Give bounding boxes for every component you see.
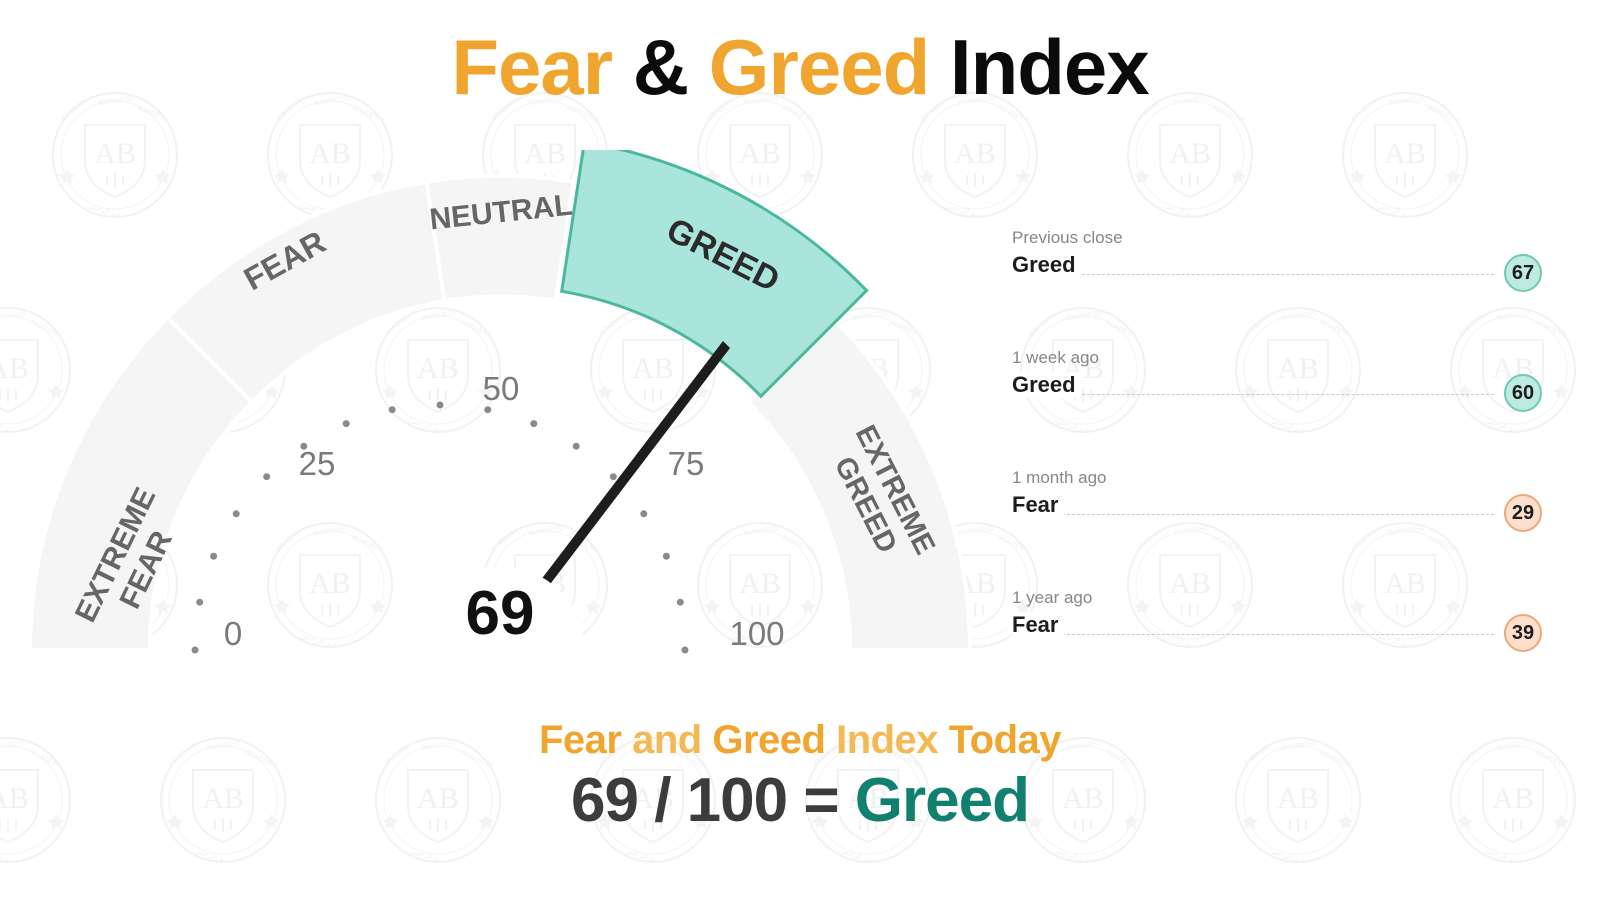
history-row-one-week: 1 week ago Greed 60: [1012, 348, 1542, 428]
history-sentiment-label: Fear: [1012, 492, 1065, 518]
history-when: Previous close: [1012, 228, 1123, 247]
history-panel: Previous close Greed 67 1 week ago Greed…: [1012, 228, 1542, 708]
footer-word-and: and: [632, 718, 702, 762]
page-title: Fear & Greed Index: [0, 22, 1600, 113]
history-row-previous-close: Previous close Greed 67: [1012, 228, 1542, 308]
title-word-index: Index: [949, 23, 1150, 111]
footer-word-index: Index: [836, 718, 939, 762]
footer-score-line: 69 / 100 = Greed: [0, 766, 1600, 836]
history-dotted-leader: [1012, 634, 1494, 635]
footer-verdict: Greed: [854, 766, 1030, 835]
history-value-badge[interactable]: 39: [1504, 614, 1542, 652]
footer-score: 69: [570, 766, 639, 835]
footer-slash: /: [654, 766, 671, 835]
history-sentiment-label: Greed: [1012, 252, 1082, 278]
title-word-greed: Greed: [708, 23, 930, 111]
history-when: 1 year ago: [1012, 588, 1093, 607]
gauge-tick-75: 75: [668, 445, 705, 482]
gauge-tick-100: 100: [729, 615, 784, 652]
history-dotted-leader: [1012, 274, 1494, 275]
history-value-badge[interactable]: 29: [1504, 494, 1542, 532]
footer-word-today: Today: [948, 718, 1062, 762]
history-sentiment-label: Greed: [1012, 372, 1082, 398]
footer-total: 100: [686, 766, 788, 835]
gauge-svg: EXTREME FEAR FEAR NEUTRAL GREED EXTREME …: [27, 150, 973, 670]
history-value-badge[interactable]: 60: [1504, 374, 1542, 412]
fear-greed-gauge: EXTREME FEAR FEAR NEUTRAL GREED EXTREME …: [0, 150, 1000, 670]
footer-word-fear: Fear: [538, 718, 622, 762]
gauge-tick-25: 25: [299, 445, 336, 482]
history-when: 1 month ago: [1012, 468, 1107, 487]
title-word-fear: Fear: [451, 23, 613, 111]
footer-block: Fear and Greed Index Today 69 / 100 = Gr…: [0, 716, 1600, 836]
footer-word-greed: Greed: [712, 718, 826, 762]
history-sentiment-label: Fear: [1012, 612, 1065, 638]
gauge-tick-50: 50: [483, 370, 520, 407]
gauge-hub: 69: [416, 566, 584, 670]
history-when: 1 week ago: [1012, 348, 1099, 367]
history-dotted-leader: [1012, 394, 1494, 395]
history-value-badge[interactable]: 67: [1504, 254, 1542, 292]
footer-equals: =: [803, 766, 839, 835]
title-ampersand: &: [632, 23, 689, 111]
history-row-one-year: 1 year ago Fear 39: [1012, 588, 1542, 668]
footer-caption: Fear and Greed Index Today: [0, 716, 1600, 764]
history-dotted-leader: [1012, 514, 1494, 515]
gauge-tick-0: 0: [224, 615, 242, 652]
gauge-hub-value: 69: [466, 579, 535, 648]
history-row-one-month: 1 month ago Fear 29: [1012, 468, 1542, 548]
